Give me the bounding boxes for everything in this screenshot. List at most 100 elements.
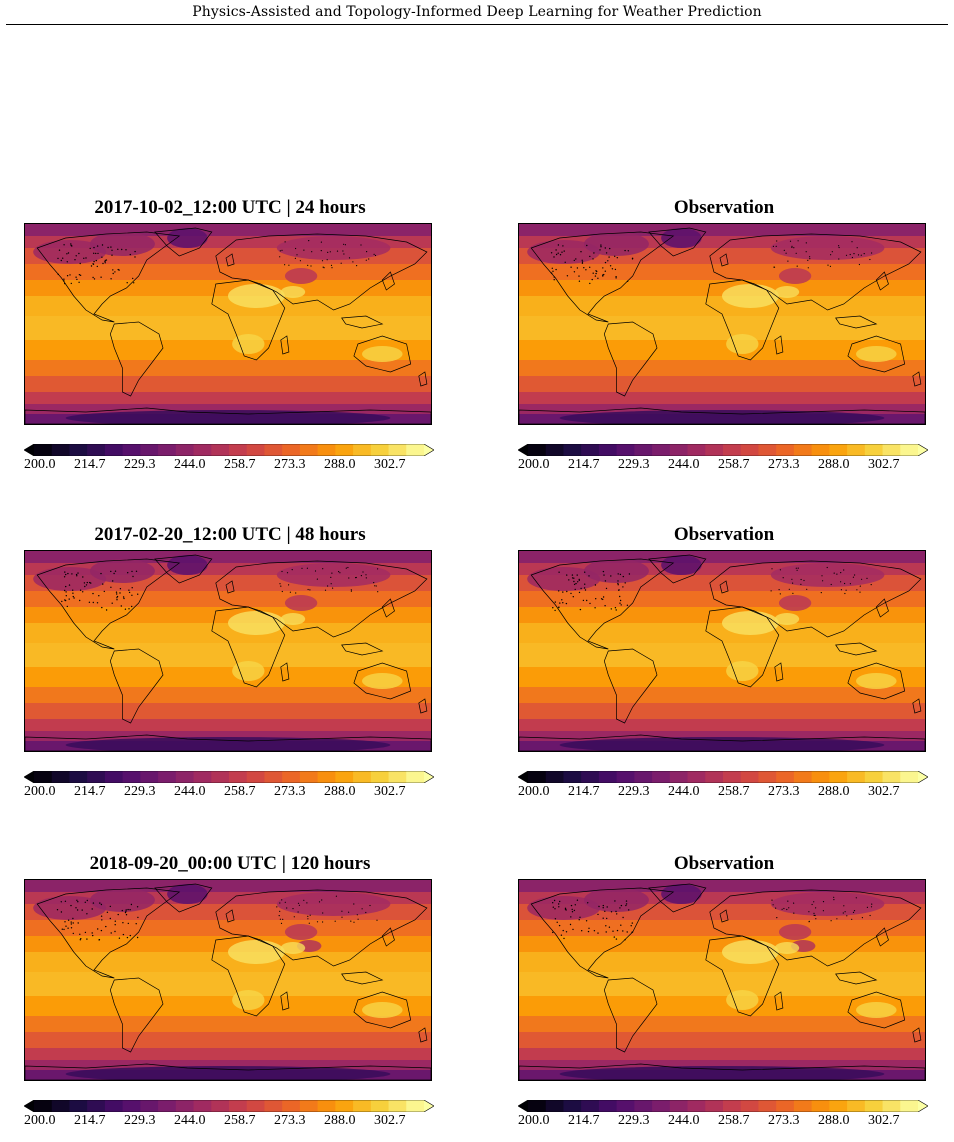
colorbar-tick-label: 302.7 [868,457,900,472]
cold-region [559,410,885,424]
lake-dots [552,896,873,941]
colorbar-level [388,444,407,456]
cold-region [65,737,391,751]
colorbar-level [299,1100,319,1112]
colorbar-level [140,444,159,456]
coastline-northAmerica [530,558,675,650]
colorbar-tick-label: 244.0 [174,457,206,472]
colorbar-level [335,1100,354,1112]
coastline-newzealand [912,698,922,714]
temperature-map [518,550,926,752]
temperature-map [518,223,926,425]
coastline-greenland [648,883,707,913]
colorbar-level [882,444,901,456]
colorbar-level [598,1100,618,1112]
colorbar-tick-label: 200.0 [518,1113,550,1128]
colorbar-level [104,771,124,783]
coastlines [25,227,431,424]
coastline-japan [875,598,889,618]
colorbar-level [740,1100,760,1112]
temperature-band [25,607,431,624]
colorbar-level [829,1100,848,1112]
coastline-japan [381,598,395,618]
coastline-greenland [648,554,707,584]
coastline-greenland [154,883,213,913]
colorbar-level [34,444,53,456]
cold-region [661,884,702,904]
cold-region [33,896,107,920]
temperature-band [519,224,925,237]
warm-region [280,942,306,954]
coastlines [25,554,431,751]
coastline-japan [381,271,395,291]
colorbar-level [847,1100,866,1112]
colorbar-level [652,1100,671,1112]
temperature-band [25,392,431,405]
colorbar-level [246,1100,266,1112]
temperature-band [25,360,431,377]
colorbar-level [370,1100,390,1112]
lake-dots [57,240,377,285]
temperature-band [519,952,925,973]
warm-region [722,611,779,635]
colorbar-tick-label: 273.3 [274,1113,306,1128]
colorbar-max-extend [424,1100,434,1112]
temperature-band [519,936,925,953]
coastline-japan [875,927,889,947]
coastline-madagascar [774,991,784,1011]
colorbar-tick-label: 302.7 [374,784,406,799]
coastline-greenland [154,554,213,584]
lake-dots [61,566,379,611]
colorbar-level [847,771,866,783]
temperature-band [519,703,925,720]
colorbar-level [175,771,195,783]
colorbar-level [652,444,671,456]
temperature-band [25,936,431,953]
temperature-band [519,920,925,937]
cold-region [778,268,812,284]
warm-region [722,284,779,308]
coastline-australia [847,662,906,700]
cold-region [284,595,318,611]
colorbar-tick-label: 273.3 [768,457,800,472]
warm-region [774,942,800,954]
temperature-band [519,1048,925,1061]
temperature-band [25,703,431,720]
colorbar-level [528,771,547,783]
lake-dots [56,895,378,941]
colorbar-tick-label: 244.0 [174,784,206,799]
colorbar-level [723,771,742,783]
temperature-band [519,340,925,361]
colorbar-level [335,444,354,456]
temperature-band [25,623,431,644]
coastlines [519,883,925,1080]
temperature-map [24,223,432,425]
colorbar-level [406,1100,425,1112]
colorbar-level [900,771,919,783]
coastline-northAmerica [530,887,675,979]
cold-region [661,228,702,248]
colorbar-level [669,771,689,783]
colorbar-ticks: 200.0 214.7 229.3 244.0 258.7 273.3 288.0 302.7 [20,1113,440,1131]
coastline-indonesia [835,971,878,985]
map-canvas [519,224,925,424]
warm-region [726,334,759,354]
cold-region [89,559,155,583]
warm-region [232,990,265,1010]
colorbar-level [353,771,372,783]
colorbar [23,1099,435,1113]
panel-title: 2017-10-02_12:00 UTC | 24 hours [94,197,366,218]
colorbar-tick-label: 273.3 [768,1113,800,1128]
colorbar-level [264,1100,283,1112]
colorbar-level [864,1100,884,1112]
cold-region [559,737,885,751]
colorbar-level [317,1100,336,1112]
colorbar-level [687,444,706,456]
colorbar-tick-label: 229.3 [124,784,156,799]
colorbar-min-extend [518,771,528,783]
colorbar-tick-label: 244.0 [668,457,700,472]
temperature-band [519,551,925,564]
cold-region [276,236,391,260]
colorbar-tick-label: 288.0 [324,784,356,799]
colorbar [517,443,929,457]
